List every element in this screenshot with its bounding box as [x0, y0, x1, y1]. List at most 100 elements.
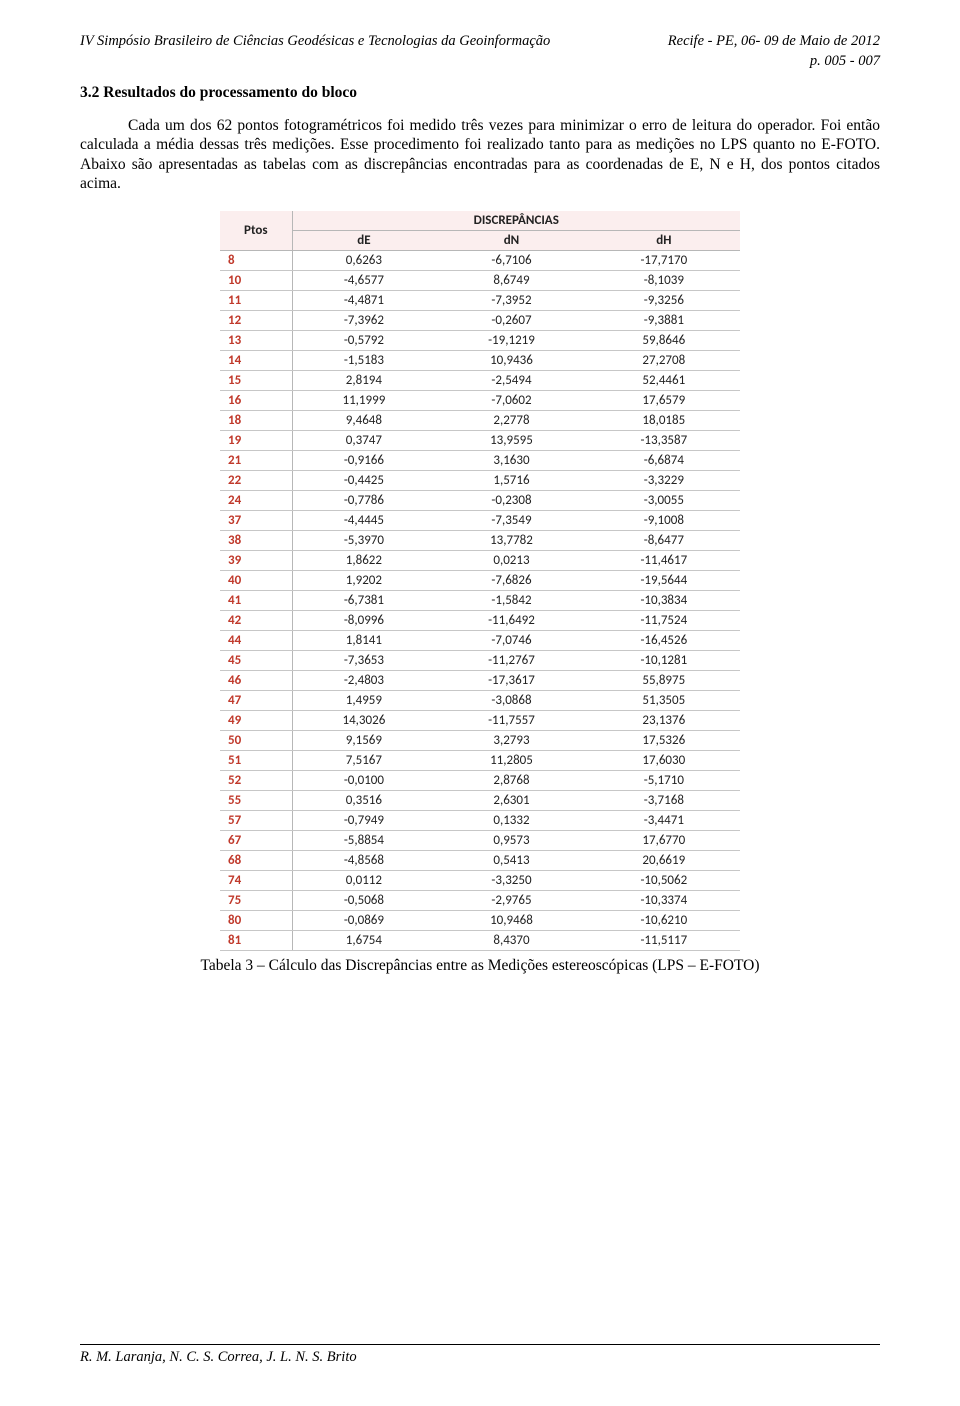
pt-cell: 52 — [220, 771, 292, 791]
col-header-ptos: Ptos — [220, 211, 292, 251]
cell-dn: 2,6301 — [435, 791, 587, 811]
section-heading: 3.2 Resultados do processamento do bloco — [80, 84, 880, 102]
table-row: 67-5,88540,957317,6770 — [220, 831, 740, 851]
table-row: 46-2,4803-17,361755,8975 — [220, 671, 740, 691]
cell-dn: 3,1630 — [435, 451, 587, 471]
pt-cell: 68 — [220, 851, 292, 871]
cell-de: 1,4959 — [292, 691, 435, 711]
cell-de: -4,4445 — [292, 511, 435, 531]
table-row: 10-4,65778,6749-8,1039 — [220, 271, 740, 291]
cell-dn: 2,8768 — [435, 771, 587, 791]
cell-dh: -11,5117 — [588, 931, 740, 951]
table-row: 189,46482,277818,0185 — [220, 411, 740, 431]
cell-de: -6,7381 — [292, 591, 435, 611]
cell-de: 9,4648 — [292, 411, 435, 431]
cell-de: 1,8622 — [292, 551, 435, 571]
cell-dh: -17,7170 — [588, 251, 740, 271]
pt-cell: 12 — [220, 311, 292, 331]
pt-cell: 46 — [220, 671, 292, 691]
pt-cell: 51 — [220, 751, 292, 771]
cell-de: 1,9202 — [292, 571, 435, 591]
cell-de: 0,3516 — [292, 791, 435, 811]
cell-de: -7,3962 — [292, 311, 435, 331]
table-row: 441,8141-7,0746-16,4526 — [220, 631, 740, 651]
table-row: 80,6263-6,7106-17,7170 — [220, 251, 740, 271]
table-caption: Tabela 3 – Cálculo das Discrepâncias ent… — [80, 957, 880, 975]
col-header-de: dE — [292, 231, 435, 251]
cell-dh: -3,7168 — [588, 791, 740, 811]
cell-dn: 13,7782 — [435, 531, 587, 551]
cell-de: -5,3970 — [292, 531, 435, 551]
pt-cell: 37 — [220, 511, 292, 531]
cell-de: 0,6263 — [292, 251, 435, 271]
pt-cell: 15 — [220, 371, 292, 391]
cell-dn: -0,2308 — [435, 491, 587, 511]
pt-cell: 39 — [220, 551, 292, 571]
discrepancies-table: Ptos DISCREPÂNCIAS dE dN dH 80,6263-6,71… — [220, 211, 740, 951]
table-row: 42-8,0996-11,6492-11,7524 — [220, 611, 740, 631]
pt-cell: 19 — [220, 431, 292, 451]
pt-cell: 50 — [220, 731, 292, 751]
pt-cell: 13 — [220, 331, 292, 351]
cell-de: 1,6754 — [292, 931, 435, 951]
page-number: p. 005 - 007 — [80, 53, 880, 70]
cell-de: -1,5183 — [292, 351, 435, 371]
pt-cell: 44 — [220, 631, 292, 651]
cell-dn: -1,5842 — [435, 591, 587, 611]
cell-dh: -10,1281 — [588, 651, 740, 671]
cell-dn: -7,0746 — [435, 631, 587, 651]
cell-de: 9,1569 — [292, 731, 435, 751]
pt-cell: 24 — [220, 491, 292, 511]
table-row: 68-4,85680,541320,6619 — [220, 851, 740, 871]
table-row: 57-0,79490,1332-3,4471 — [220, 811, 740, 831]
pt-cell: 49 — [220, 711, 292, 731]
cell-de: 0,0112 — [292, 871, 435, 891]
cell-dh: 17,6770 — [588, 831, 740, 851]
pt-cell: 8 — [220, 251, 292, 271]
cell-dh: 23,1376 — [588, 711, 740, 731]
cell-dh: 18,0185 — [588, 411, 740, 431]
cell-de: -0,7786 — [292, 491, 435, 511]
cell-de: -2,4803 — [292, 671, 435, 691]
table-row: 740,0112-3,3250-10,5062 — [220, 871, 740, 891]
table-row: 75-0,5068-2,9765-10,3374 — [220, 891, 740, 911]
cell-de: -0,4425 — [292, 471, 435, 491]
pt-cell: 75 — [220, 891, 292, 911]
cell-dn: 10,9468 — [435, 911, 587, 931]
cell-dn: -2,9765 — [435, 891, 587, 911]
cell-dn: 3,2793 — [435, 731, 587, 751]
pt-cell: 41 — [220, 591, 292, 611]
pt-cell: 18 — [220, 411, 292, 431]
cell-dn: -3,3250 — [435, 871, 587, 891]
cell-de: -7,3653 — [292, 651, 435, 671]
table-row: 1611,1999-7,060217,6579 — [220, 391, 740, 411]
col-header-dn: dN — [435, 231, 587, 251]
footer-authors: R. M. Laranja, N. C. S. Correa, J. L. N.… — [80, 1344, 880, 1366]
cell-dn: -19,1219 — [435, 331, 587, 351]
cell-dh: 51,3505 — [588, 691, 740, 711]
cell-dn: 0,0213 — [435, 551, 587, 571]
cell-dn: -11,2767 — [435, 651, 587, 671]
cell-dh: -10,3834 — [588, 591, 740, 611]
cell-dn: 1,5716 — [435, 471, 587, 491]
table-row: 190,374713,9595-13,3587 — [220, 431, 740, 451]
header-left: IV Simpósio Brasileiro de Ciências Geodé… — [80, 32, 550, 51]
pt-cell: 22 — [220, 471, 292, 491]
pt-cell: 16 — [220, 391, 292, 411]
table-row: 13-0,5792-19,121959,8646 — [220, 331, 740, 351]
cell-dn: 10,9436 — [435, 351, 587, 371]
table-row: 24-0,7786-0,2308-3,0055 — [220, 491, 740, 511]
cell-dh: 59,8646 — [588, 331, 740, 351]
table-row: 4914,3026-11,755723,1376 — [220, 711, 740, 731]
cell-dn: -11,7557 — [435, 711, 587, 731]
table-row: 45-7,3653-11,2767-10,1281 — [220, 651, 740, 671]
pt-cell: 45 — [220, 651, 292, 671]
cell-dh: 20,6619 — [588, 851, 740, 871]
cell-dn: -2,5494 — [435, 371, 587, 391]
cell-dh: -8,1039 — [588, 271, 740, 291]
cell-dh: -13,3587 — [588, 431, 740, 451]
pt-cell: 42 — [220, 611, 292, 631]
table-row: 550,35162,6301-3,7168 — [220, 791, 740, 811]
cell-de: -0,0100 — [292, 771, 435, 791]
cell-dh: -10,6210 — [588, 911, 740, 931]
